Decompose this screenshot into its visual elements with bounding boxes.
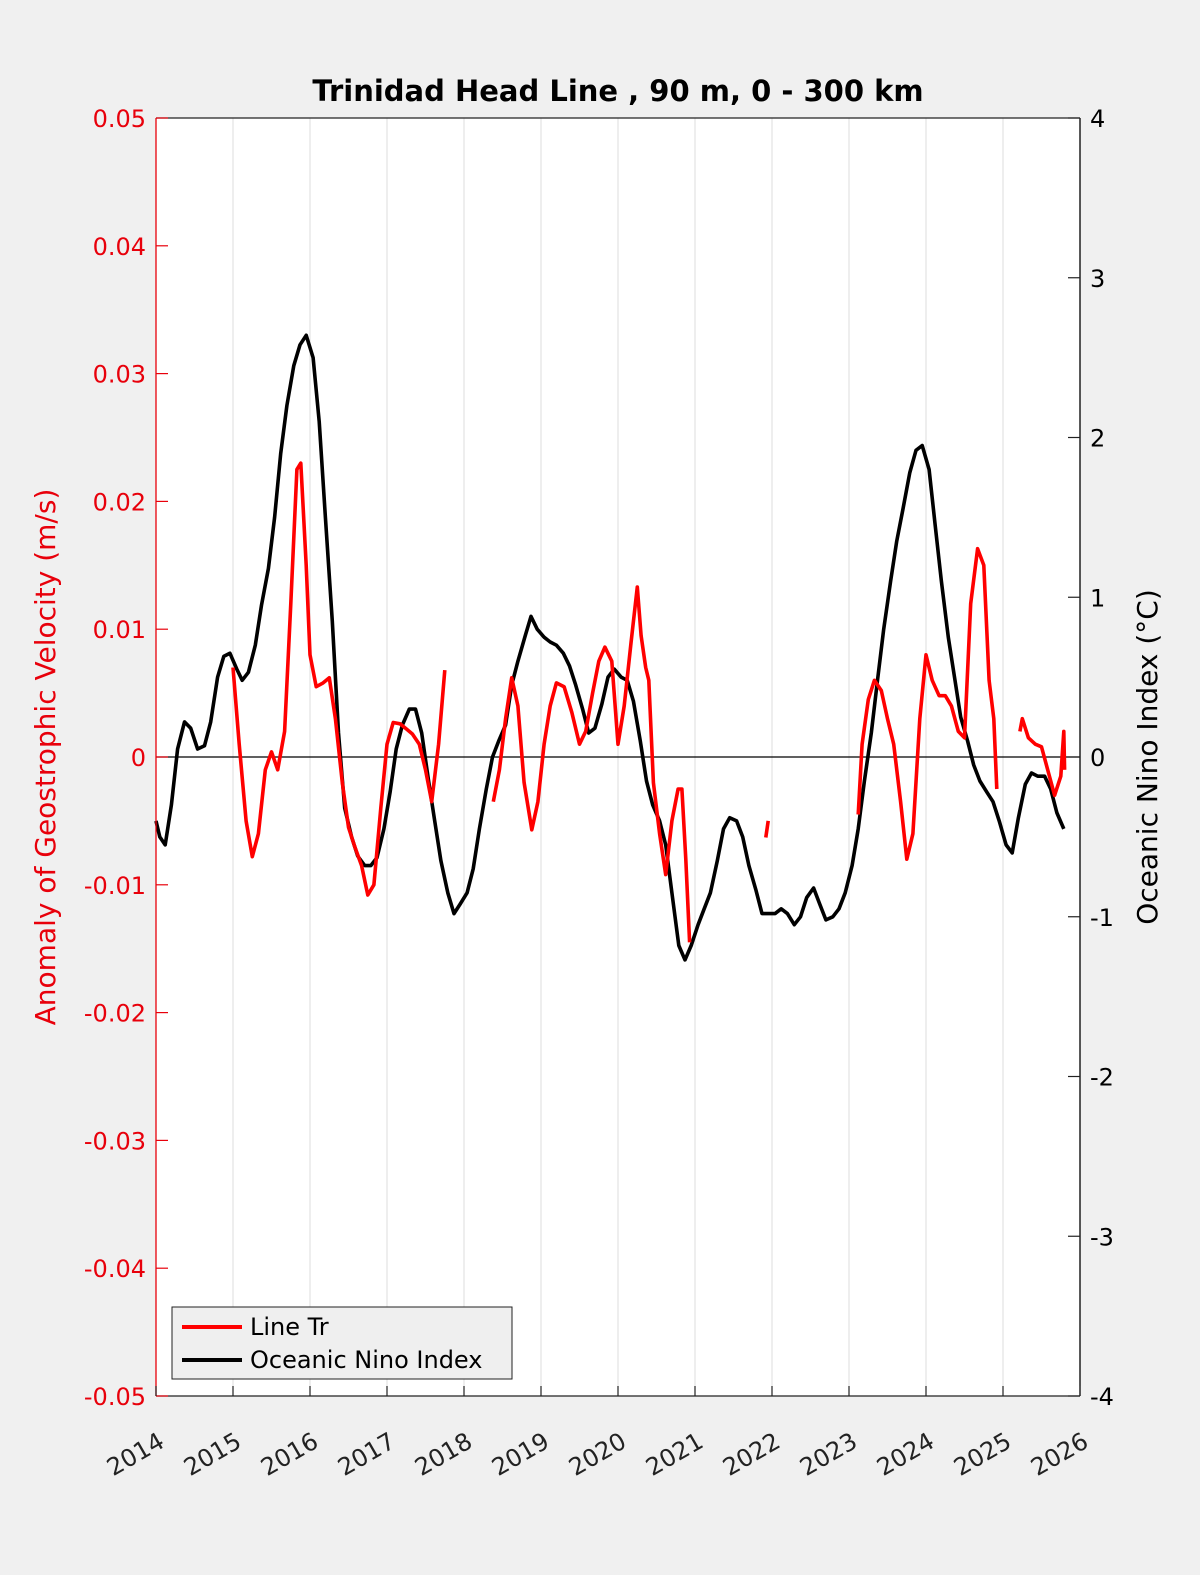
x-tick-label: 2018 xyxy=(410,1427,477,1482)
left-tick-label: -0.03 xyxy=(84,1127,146,1155)
right-axis-label: Oceanic Nino Index (°C) xyxy=(1131,589,1164,925)
right-tick-label: 3 xyxy=(1090,265,1105,293)
legend-label-line-tr: Line Tr xyxy=(250,1313,329,1341)
x-tick-label: 2021 xyxy=(641,1427,708,1482)
right-tick-label: 0 xyxy=(1090,744,1105,772)
series-line-tr-segment-3 xyxy=(856,546,999,862)
right-tick-label: -4 xyxy=(1090,1383,1114,1411)
x-tick-label: 2024 xyxy=(872,1427,939,1482)
series-layer xyxy=(154,333,1067,962)
left-tick-label: -0.01 xyxy=(84,872,146,900)
legend-box xyxy=(171,1306,513,1380)
legend: Line Tr Oceanic Nino Index xyxy=(171,1306,513,1380)
x-tick-label: 2019 xyxy=(487,1427,554,1482)
x-tick-label: 2020 xyxy=(564,1427,631,1482)
chart-title: Trinidad Head Line , 90 m, 0 - 300 km xyxy=(312,74,923,108)
right-tick-label: -3 xyxy=(1090,1223,1114,1251)
x-tick-label: 2023 xyxy=(795,1427,862,1482)
x-tick-label: 2026 xyxy=(1026,1427,1093,1482)
left-tick-label: 0.02 xyxy=(93,488,146,516)
x-tick-label: 2014 xyxy=(102,1427,169,1482)
x-tick-label: 2025 xyxy=(949,1427,1016,1482)
x-tick-label: 2015 xyxy=(179,1427,246,1482)
left-tick-label: 0.05 xyxy=(93,105,146,133)
right-tick-label: 2 xyxy=(1090,425,1105,453)
left-tick-label: 0.03 xyxy=(93,361,146,389)
left-tick-label: 0.04 xyxy=(93,233,146,261)
x-tick-label: 2022 xyxy=(718,1427,785,1482)
right-ticks: 4 3 2 1 0 -1 -2 -3 -4 xyxy=(1068,105,1114,1411)
series-line-tr-segment-1 xyxy=(491,585,692,943)
right-tick-label: -2 xyxy=(1090,1064,1114,1092)
left-tick-label: -0.02 xyxy=(84,1000,146,1028)
left-ticks: 0.05 0.04 0.03 0.02 0.01 0 -0.01 -0.02 -0.03 -0.0… xyxy=(84,105,168,1411)
left-tick-label: -0.05 xyxy=(84,1383,146,1411)
x-tick-label: 2016 xyxy=(256,1427,323,1482)
series-line-tr-segment-4 xyxy=(1018,716,1067,798)
series-line-tr-segment-0 xyxy=(231,461,447,897)
left-tick-label: 0.01 xyxy=(93,616,146,644)
left-axis-label: Anomaly of Geostrophic Velocity (m/s) xyxy=(29,489,62,1026)
right-tick-label: 1 xyxy=(1090,584,1105,612)
left-tick-label: 0 xyxy=(131,744,146,772)
right-tick-label: -1 xyxy=(1090,904,1114,932)
x-ticks: 2014 2015 2016 2017 2018 2019 2020 2021 2022 2023… xyxy=(102,1386,1093,1482)
series-line-tr-segment-2 xyxy=(764,820,770,838)
right-tick-label: 4 xyxy=(1090,105,1105,133)
series-oni-segment-0 xyxy=(154,333,1066,962)
x-tick-label: 2017 xyxy=(333,1427,400,1482)
legend-label-oni: Oceanic Nino Index xyxy=(250,1346,482,1374)
left-tick-label: -0.04 xyxy=(84,1255,146,1283)
